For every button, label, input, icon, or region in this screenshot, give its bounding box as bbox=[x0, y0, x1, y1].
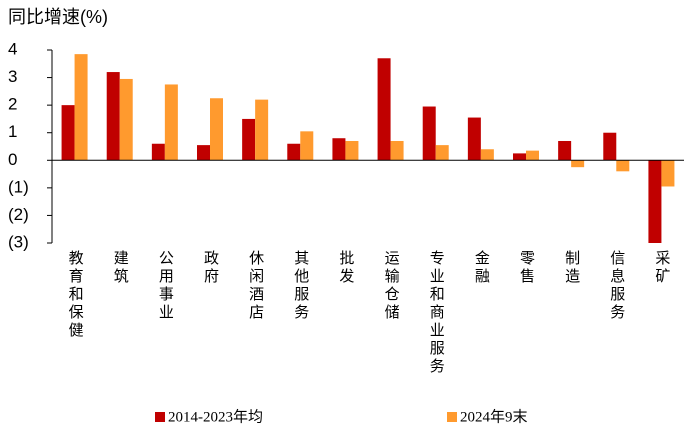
bar bbox=[377, 58, 391, 161]
x-tick-label: 零售 bbox=[518, 250, 536, 286]
x-tick-label: 金融 bbox=[473, 250, 491, 286]
legend-swatch bbox=[447, 412, 457, 422]
bar bbox=[164, 84, 178, 161]
bar bbox=[61, 105, 75, 161]
bar bbox=[287, 143, 301, 161]
y-axis-title: 同比增速(%) bbox=[8, 7, 108, 27]
bar bbox=[616, 160, 630, 172]
bar bbox=[332, 138, 346, 161]
bar bbox=[513, 153, 526, 161]
y-tick-label: 3 bbox=[8, 67, 17, 86]
y-tick-label: 1 bbox=[8, 122, 17, 141]
y-tick-label: 0 bbox=[8, 150, 17, 169]
x-tick-label: 制造 bbox=[563, 250, 581, 286]
x-tick-label: 教育和保健 bbox=[67, 250, 85, 340]
y-tick-label: 2 bbox=[8, 95, 17, 114]
bar bbox=[480, 149, 494, 161]
x-tick-label: 其他服务 bbox=[292, 250, 310, 322]
bar bbox=[467, 117, 481, 161]
bar bbox=[661, 160, 675, 187]
bar bbox=[571, 160, 585, 168]
bar bbox=[526, 150, 539, 161]
legend-label: 2014-2023年均 bbox=[168, 408, 263, 425]
bar bbox=[119, 78, 133, 161]
bar bbox=[242, 118, 256, 161]
bar bbox=[435, 145, 449, 161]
bar bbox=[422, 106, 436, 161]
y-tick-label: (2) bbox=[8, 205, 29, 224]
bar bbox=[603, 132, 617, 161]
y-tick-label: (3) bbox=[8, 232, 29, 251]
x-tick-label: 专业和商业服务 bbox=[428, 250, 446, 376]
x-tick-label: 公用事业 bbox=[157, 250, 175, 322]
bar bbox=[210, 98, 223, 161]
x-tick-label: 信息服务 bbox=[608, 250, 626, 322]
bar bbox=[648, 160, 662, 243]
x-tick-label: 采矿 bbox=[653, 250, 671, 286]
legend-label: 2024年9末 bbox=[460, 408, 528, 425]
x-tick-label: 休闲酒店 bbox=[247, 250, 265, 322]
bar bbox=[151, 143, 165, 161]
bar bbox=[255, 99, 269, 161]
bar bbox=[300, 131, 314, 161]
x-tick-label: 批发 bbox=[337, 250, 355, 286]
bar bbox=[197, 145, 210, 161]
bar bbox=[74, 54, 88, 161]
bar bbox=[390, 140, 404, 161]
y-tick-label: 4 bbox=[8, 39, 17, 58]
bar bbox=[345, 140, 359, 161]
legend-swatch bbox=[155, 412, 165, 422]
x-tick-label: 运输仓储 bbox=[383, 250, 401, 322]
y-tick-label: (1) bbox=[8, 177, 29, 196]
bar bbox=[106, 72, 120, 161]
bar bbox=[558, 140, 572, 161]
x-tick-label: 建筑 bbox=[112, 250, 130, 286]
x-tick-label: 政府 bbox=[202, 250, 220, 286]
